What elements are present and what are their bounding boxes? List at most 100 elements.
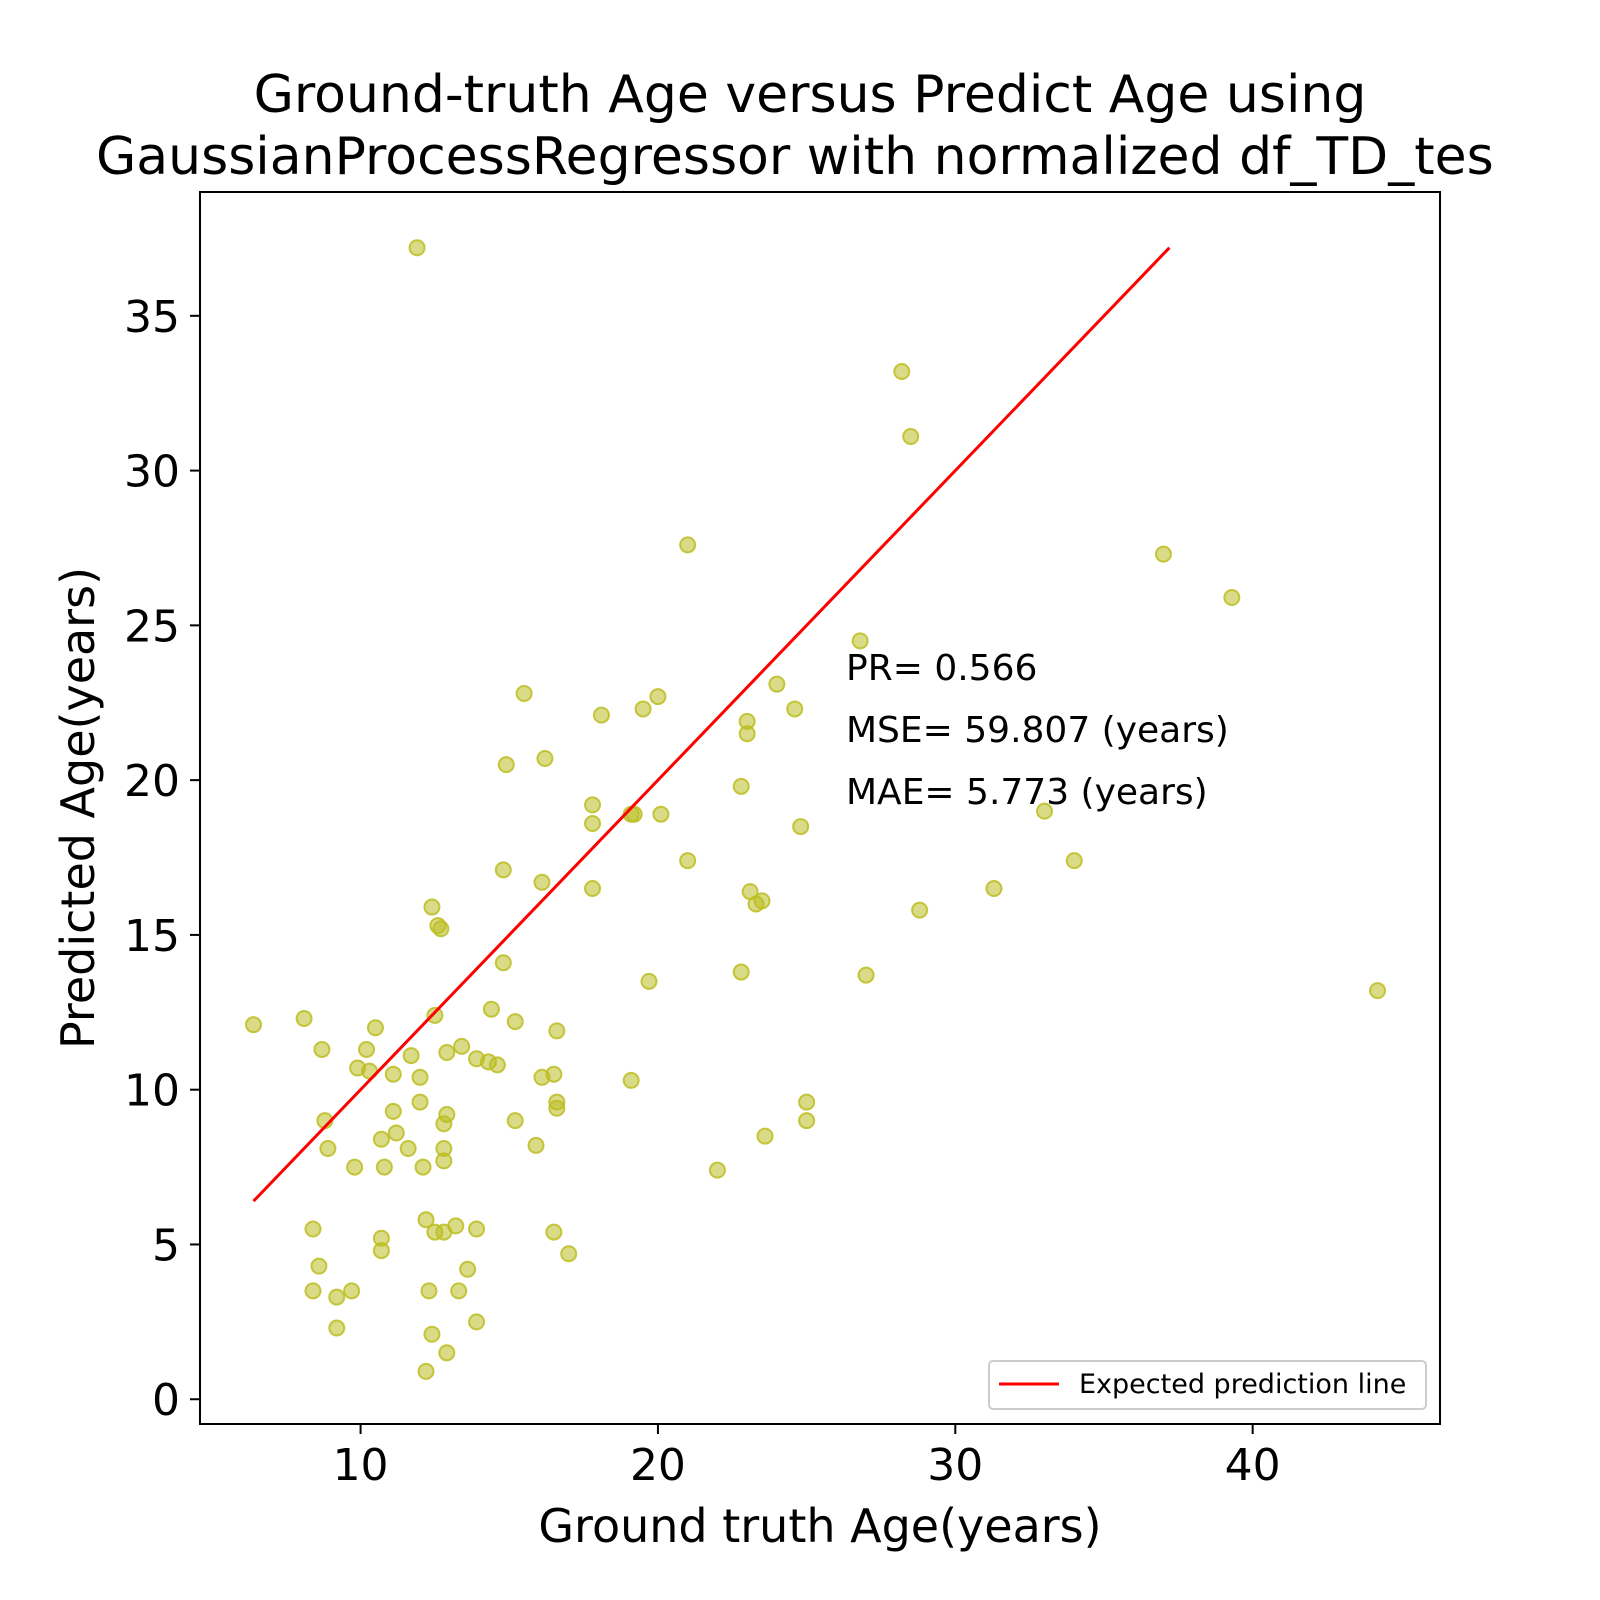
scatter-point xyxy=(423,898,441,916)
y-tick-label: 30 xyxy=(124,447,180,498)
scatter-point xyxy=(384,1065,402,1083)
scatter-point xyxy=(310,1257,328,1275)
scatter-point xyxy=(375,1158,393,1176)
scatter-point xyxy=(438,1344,456,1362)
scatter-point xyxy=(798,1112,816,1130)
scatter-point xyxy=(384,1102,402,1120)
scatter-point xyxy=(435,1152,453,1170)
scatter-point xyxy=(548,1022,566,1040)
scatter-point xyxy=(346,1158,364,1176)
scatter-point xyxy=(545,1223,563,1241)
scatter-point xyxy=(459,1260,477,1278)
chart-title-line-2: GaussianProcessRegressor with normalized… xyxy=(96,127,1494,187)
scatter-point xyxy=(679,852,697,870)
scatter-point xyxy=(527,1136,545,1154)
scatter-point xyxy=(592,706,610,724)
scatter-point xyxy=(506,1112,524,1130)
scatter-point xyxy=(515,684,533,702)
scatter-point xyxy=(857,966,875,984)
scatter-point xyxy=(414,1158,432,1176)
scatter-point xyxy=(732,963,750,981)
scatter-point xyxy=(786,700,804,718)
scatter-point xyxy=(506,1013,524,1031)
scatter-point xyxy=(295,1009,313,1027)
scatter-point xyxy=(482,1000,500,1018)
scatter-point xyxy=(468,1220,486,1238)
scatter-point xyxy=(313,1040,331,1058)
scatter-point xyxy=(328,1319,346,1337)
scatter-point xyxy=(343,1282,361,1300)
scatter-point xyxy=(584,814,602,832)
y-tick-label: 10 xyxy=(124,1066,180,1117)
x-tick-label: 10 xyxy=(333,1440,389,1491)
scatter-point xyxy=(634,700,652,718)
scatter-point xyxy=(622,1071,640,1089)
scatter-point xyxy=(732,777,750,795)
scatter-point xyxy=(417,1362,435,1380)
scatter-point xyxy=(417,1211,435,1229)
scatter-point xyxy=(387,1124,405,1142)
y-tick-label: 15 xyxy=(124,911,180,962)
scatter-point xyxy=(560,1245,578,1263)
scatter-point xyxy=(435,1223,453,1241)
scatter-point xyxy=(411,1068,429,1086)
legend: Expected prediction line xyxy=(988,1360,1427,1410)
scatter-point xyxy=(545,1065,563,1083)
scatter-point xyxy=(426,1006,444,1024)
annotation-pr: PR= 0.566 xyxy=(846,648,1037,689)
scatter-point xyxy=(798,1093,816,1111)
scatter-point xyxy=(738,725,756,743)
scatter-point xyxy=(435,1115,453,1133)
plot-area: 10 20 30 40 0 5 10 15 20 25 30 35 xyxy=(124,191,1441,1491)
scatter-point xyxy=(304,1220,322,1238)
scatter-point xyxy=(494,954,512,972)
y-tick-label: 35 xyxy=(124,292,180,343)
scatter-point xyxy=(494,861,512,879)
expected-prediction-line xyxy=(252,246,1171,1203)
scatter-point xyxy=(450,1282,468,1300)
scatter-point xyxy=(488,1056,506,1074)
scatter-point xyxy=(497,756,515,774)
scatter-point xyxy=(411,1093,429,1111)
scatter-point xyxy=(708,1161,726,1179)
scatter-point xyxy=(911,901,929,919)
scatter-point xyxy=(768,675,786,693)
scatter-point xyxy=(851,632,869,650)
scatter-point xyxy=(1369,982,1387,1000)
scatter-point xyxy=(245,1016,263,1034)
scatter-point xyxy=(584,879,602,897)
scatter-point xyxy=(1036,802,1054,820)
scatter-point xyxy=(649,688,667,706)
scatter-point xyxy=(985,879,1003,897)
y-tick-label: 25 xyxy=(124,601,180,652)
scatter-point xyxy=(536,749,554,767)
scatter-point xyxy=(402,1047,420,1065)
scatter-point xyxy=(432,920,450,938)
y-tick-label: 5 xyxy=(152,1220,180,1271)
scatter-point xyxy=(1154,545,1172,563)
scatter-point xyxy=(423,1325,441,1343)
scatter-point xyxy=(747,895,765,913)
scatter-point xyxy=(652,805,670,823)
x-axis-label: Ground truth Age(years) xyxy=(538,1499,1101,1553)
scatter-point xyxy=(372,1242,390,1260)
annotation-mse: MSE= 59.807 (years) xyxy=(846,710,1229,751)
scatter-point xyxy=(893,363,911,381)
annotation-mae: MAE= 5.773 (years) xyxy=(846,772,1208,813)
x-tick-label: 40 xyxy=(1225,1440,1281,1491)
scatter-point xyxy=(358,1040,376,1058)
scatter-point xyxy=(372,1130,390,1148)
scatter-point xyxy=(453,1037,471,1055)
scatter-point xyxy=(902,428,920,446)
y-tick-label: 20 xyxy=(124,756,180,807)
scatter-point xyxy=(366,1019,384,1037)
scatter-point xyxy=(1065,852,1083,870)
scatter-point xyxy=(640,972,658,990)
scatter-point xyxy=(548,1099,566,1117)
x-tick-label: 20 xyxy=(630,1440,686,1491)
scatter-point xyxy=(420,1282,438,1300)
scatter-point xyxy=(319,1140,337,1158)
x-tick-label: 30 xyxy=(927,1440,983,1491)
